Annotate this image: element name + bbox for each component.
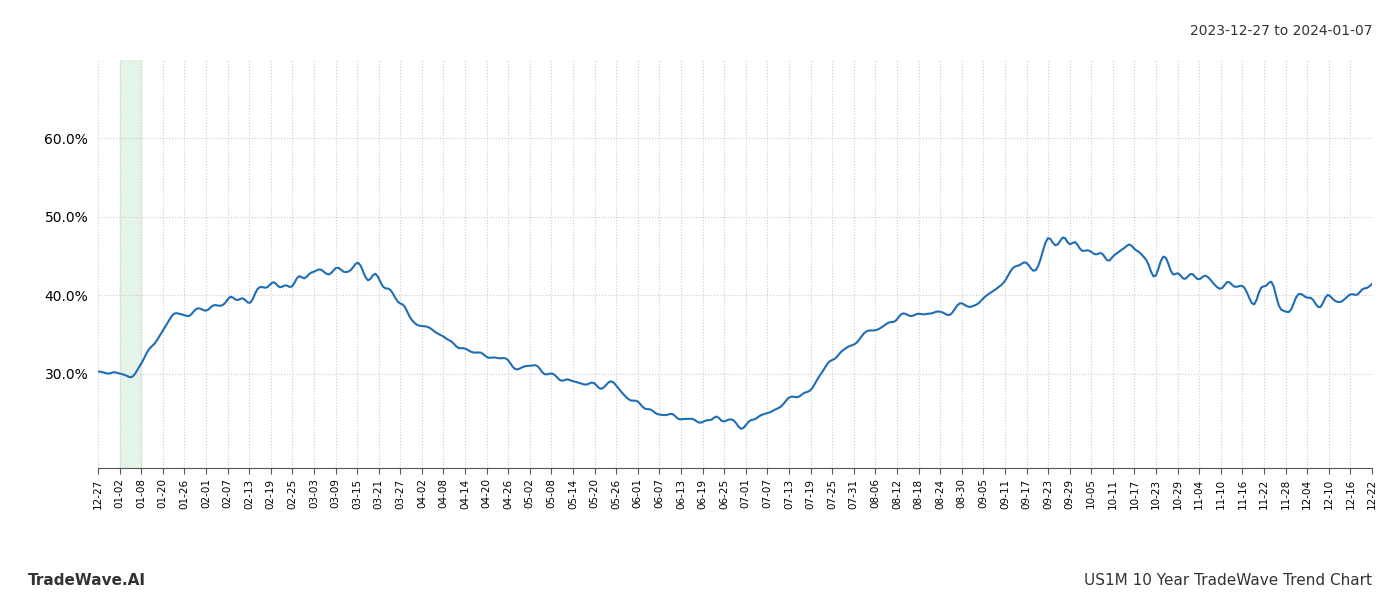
Text: TradeWave.AI: TradeWave.AI [28, 573, 146, 588]
Bar [119, 60, 141, 468]
Text: US1M 10 Year TradeWave Trend Chart: US1M 10 Year TradeWave Trend Chart [1084, 573, 1372, 588]
Text: 2023-12-27 to 2024-01-07: 2023-12-27 to 2024-01-07 [1190, 24, 1372, 38]
